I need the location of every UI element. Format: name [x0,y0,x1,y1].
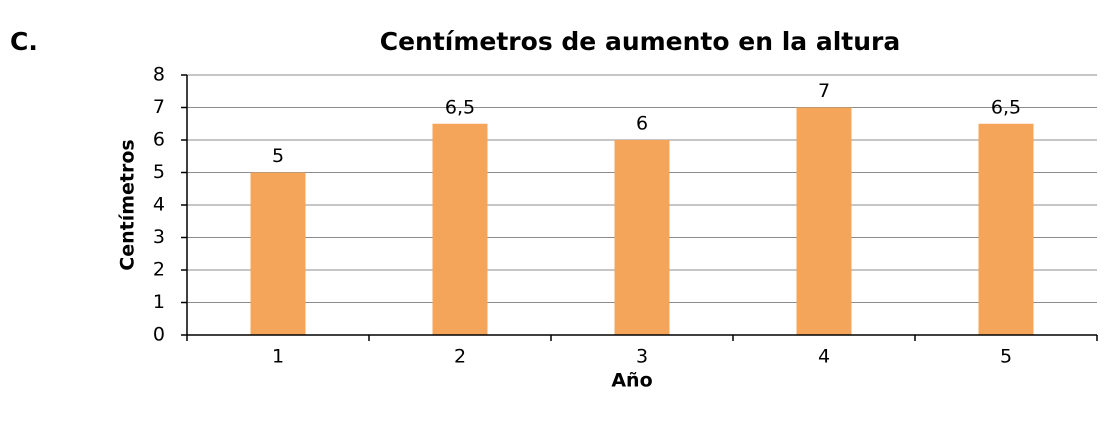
y-axis-label: Centímetros [117,139,139,270]
x-tick-label: 4 [818,346,830,368]
data-label: 6,5 [991,96,1021,118]
x-tick-label: 1 [272,346,284,368]
bar [250,172,306,335]
x-tick-label: 5 [1000,346,1012,368]
y-tick-label: 0 [153,324,165,346]
y-tick-label: 4 [153,194,165,216]
y-tick-label: 8 [153,64,165,86]
next-section-label: D. [10,422,40,425]
data-label: 7 [818,80,830,102]
y-tick-label: 3 [153,226,165,248]
y-tick-label: 1 [153,291,165,313]
x-tick-label: 2 [454,346,466,368]
y-tick-label: 5 [153,161,165,183]
bar [614,140,670,335]
y-tick-label: 2 [153,259,165,281]
y-tick-label: 7 [153,96,165,118]
x-tick-label: 3 [636,346,648,368]
y-tick-label: 6 [153,129,165,151]
bar [978,123,1034,335]
bar [432,123,488,335]
bar [796,107,852,335]
data-label: 6 [636,113,648,135]
section-label: C. [10,27,38,56]
x-axis-label: Año [611,370,652,392]
data-label: 6,5 [445,96,475,118]
data-label: 5 [272,145,284,167]
chart-title: Centímetros de aumento en la altura [380,27,901,56]
next-chart-title: Centímetros de aumento en la altura [380,422,901,425]
